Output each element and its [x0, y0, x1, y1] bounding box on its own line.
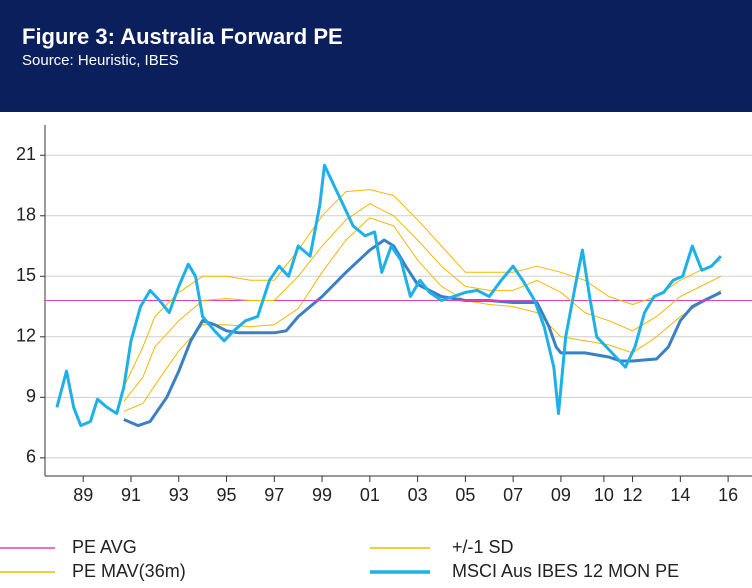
y-tick-label: 15: [16, 265, 36, 285]
y-tick-label: 18: [16, 205, 36, 225]
x-tick-label: 93: [169, 485, 189, 505]
x-tick-label: 97: [264, 485, 284, 505]
x-tick-label: 89: [73, 485, 93, 505]
x-tick-label: 10: [594, 485, 614, 505]
y-tick-label: 12: [16, 326, 36, 346]
y-tick-label: 9: [26, 386, 36, 406]
legend-label: PE MAV(36m): [72, 561, 186, 581]
x-tick-label: 99: [312, 485, 332, 505]
chart-subtitle: Source: Heuristic, IBES: [22, 52, 179, 69]
y-tick-label: 6: [26, 447, 36, 467]
y-tick-label: 21: [16, 144, 36, 164]
legend-label: MSCI Aus IBES 12 MON PE: [452, 561, 679, 581]
x-tick-label: 14: [670, 485, 690, 505]
x-tick-label: 03: [408, 485, 428, 505]
x-tick-label: 05: [455, 485, 475, 505]
x-tick-label: 01: [360, 485, 380, 505]
legend-label: PE AVG: [72, 537, 137, 557]
legend-label: +/-1 SD: [452, 537, 514, 557]
x-tick-label: 16: [718, 485, 738, 505]
x-tick-label: 95: [217, 485, 237, 505]
chart-title: Figure 3: Australia Forward PE: [22, 24, 343, 49]
x-tick-label: 09: [551, 485, 571, 505]
series-line: [123, 203, 722, 402]
series-line: [55, 163, 722, 428]
series-line: [123, 189, 722, 388]
x-tick-label: 07: [503, 485, 523, 505]
header-band: [0, 0, 752, 112]
x-tick-label: 12: [623, 485, 643, 505]
series-line: [123, 217, 722, 412]
x-tick-label: 91: [121, 485, 141, 505]
